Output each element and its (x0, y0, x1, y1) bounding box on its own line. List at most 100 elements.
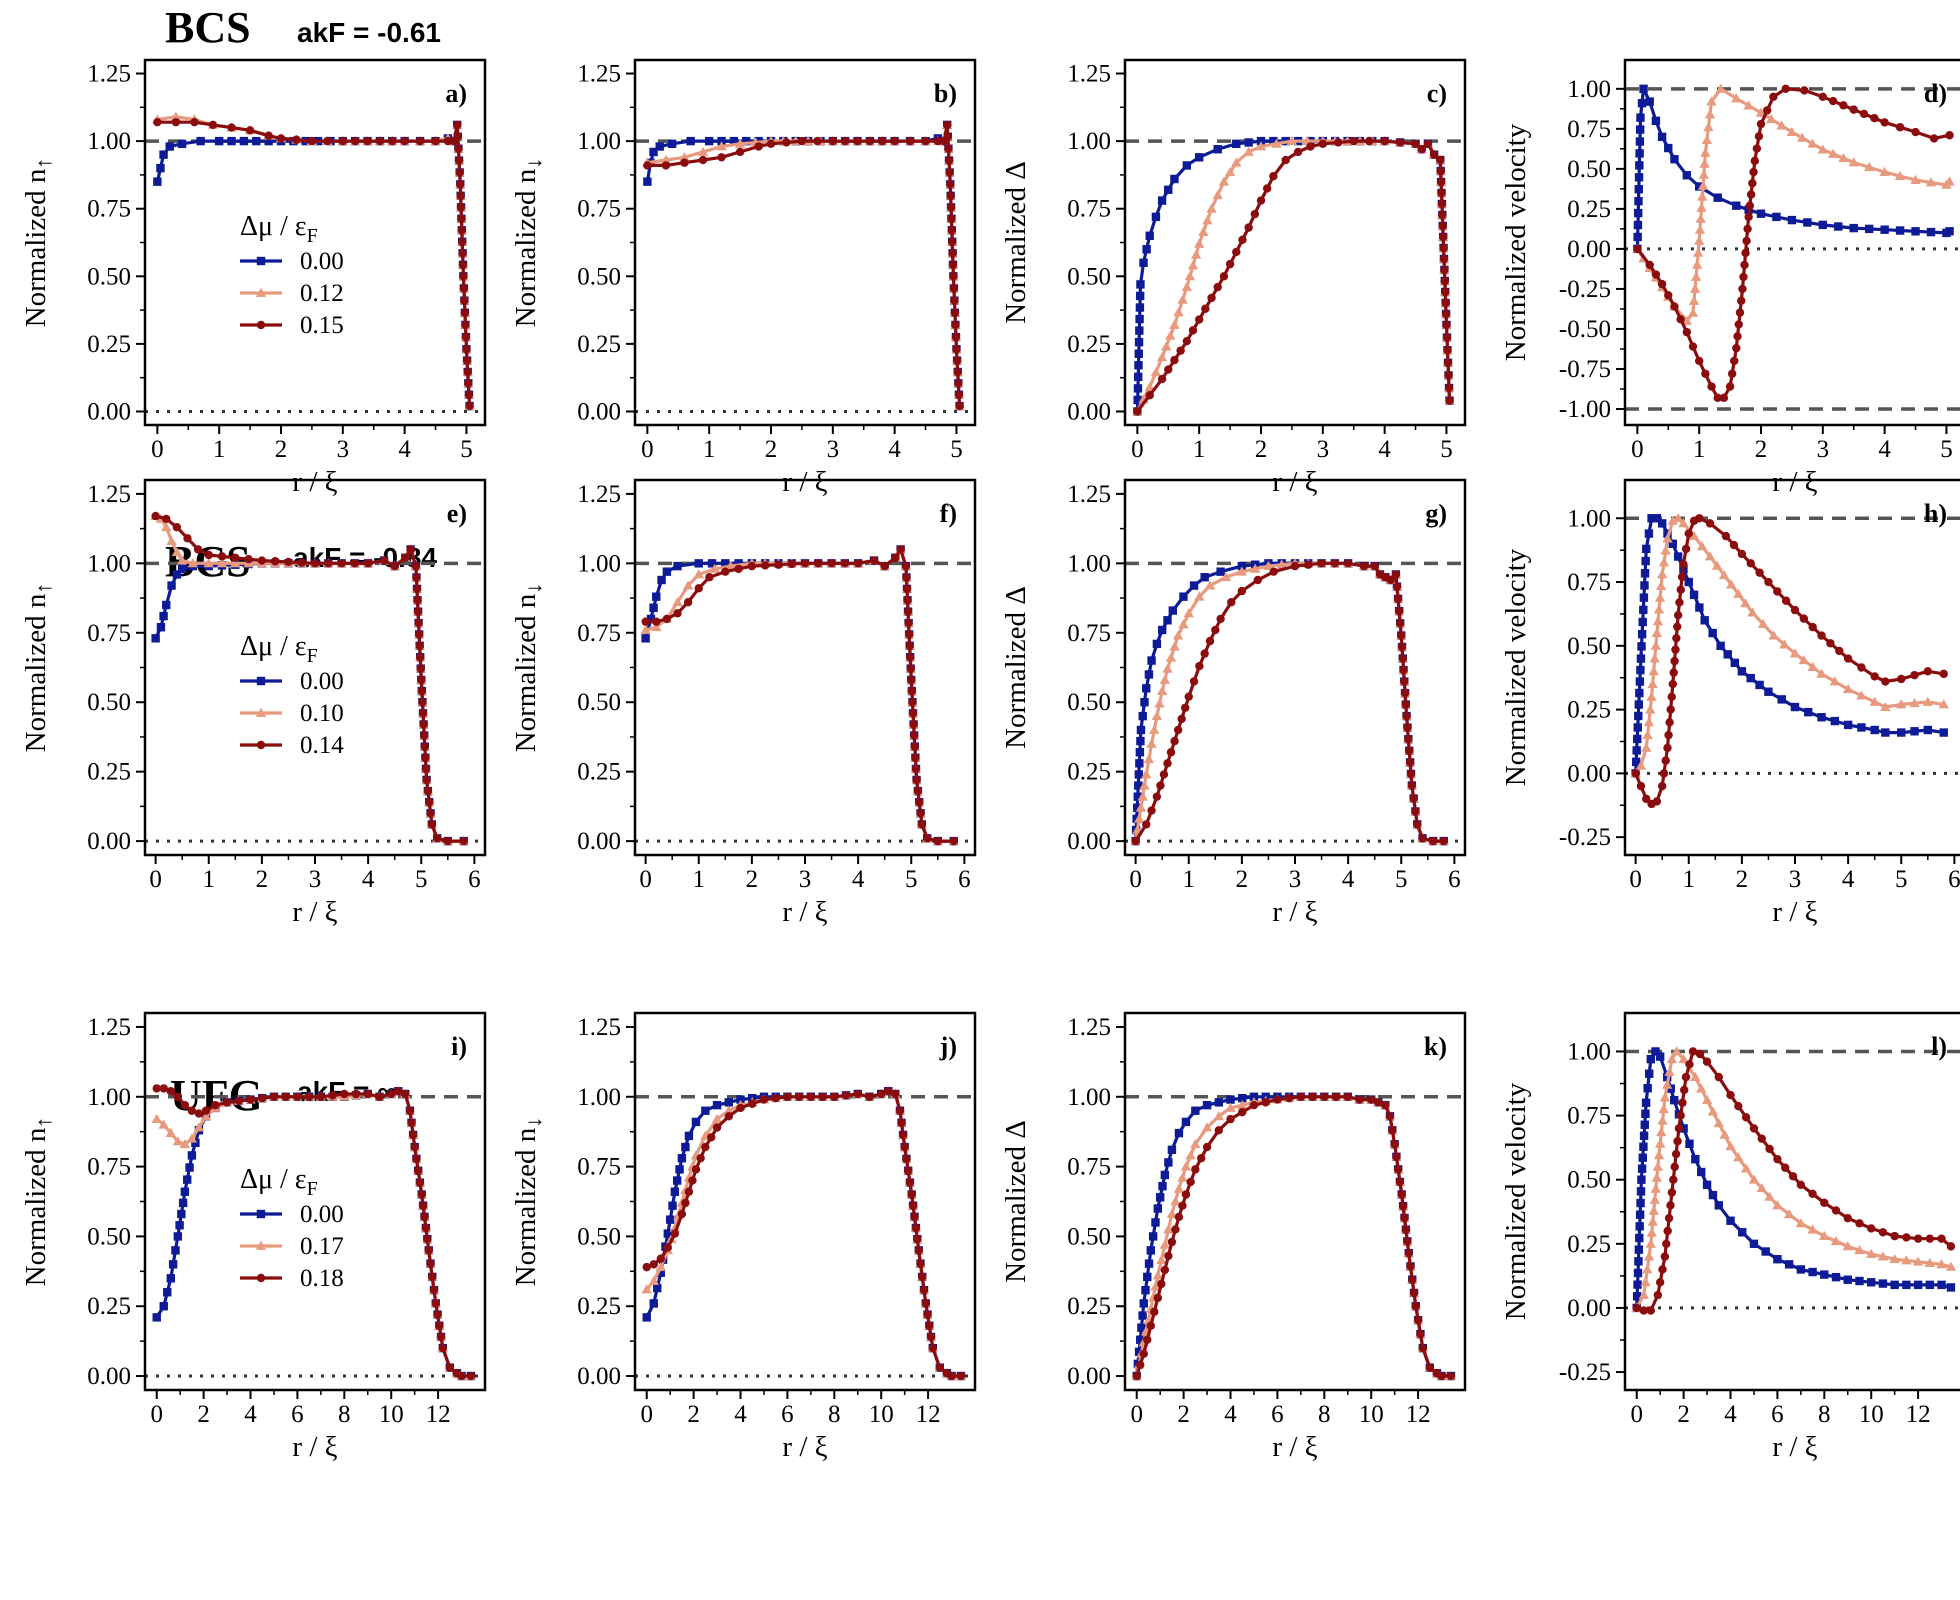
x-tick-label: 6 (291, 1401, 304, 1428)
data-point-interp (947, 214, 956, 224)
data-point (1214, 1126, 1223, 1135)
x-tick-label: 0 (1131, 436, 1144, 463)
data-point-interp (1788, 1172, 1798, 1181)
data-point (1732, 201, 1741, 210)
data-point-interp (1655, 1278, 1665, 1287)
panel-b: 0 1 2 3 4 5 0.00 0.25 0.50 0.75 1.00 1.25 r / ξ Norma… (510, 58, 977, 498)
data-point-interp (1807, 1224, 1818, 1234)
data-point (691, 1165, 701, 1174)
data-point (662, 614, 672, 624)
data-point (1694, 182, 1704, 191)
data-point (151, 511, 160, 521)
data-point-interp (1646, 1227, 1657, 1237)
data-point-interp (951, 320, 960, 330)
x-tick-label: 6 (1948, 866, 1960, 893)
data-point-interp (1439, 243, 1448, 253)
data-point-interp (771, 1093, 780, 1103)
data-point (1660, 1252, 1670, 1261)
panel-tag: e) (447, 499, 467, 528)
data-point (1231, 157, 1242, 167)
data-point (1146, 1246, 1155, 1255)
data-point (406, 545, 415, 554)
data-point-interp (1670, 656, 1679, 666)
data-point (410, 1142, 419, 1152)
data-point-interp (1142, 245, 1151, 254)
data-point-interp (1688, 342, 1698, 351)
data-point-interp (1640, 581, 1649, 590)
data-point-interp (1699, 158, 1710, 168)
data-point (1244, 223, 1253, 232)
x-tick-label: 3 (1289, 866, 1302, 893)
x-tick-label: 0 (639, 866, 652, 893)
data-point-interp (954, 379, 963, 388)
data-point-interp (436, 1332, 446, 1342)
data-point (1700, 147, 1711, 157)
data-point (194, 1109, 204, 1118)
data-point (877, 1089, 886, 1099)
panel-h: 0 1 2 3 4 5 6 -0.25 0.00 0.25 0.50 0.75 1.00 r / ξ Nor… (1500, 478, 1960, 928)
data-point (956, 1371, 966, 1381)
data-point (1726, 1090, 1735, 1100)
data-point (1818, 92, 1828, 102)
data-point-interp (1773, 587, 1782, 596)
data-point (783, 1092, 792, 1101)
y-tick-label: 0.25 (87, 331, 131, 358)
data-point (663, 1243, 673, 1252)
data-point-interp (721, 559, 730, 568)
data-point-interp (1635, 677, 1645, 686)
panel-tag: f) (940, 499, 957, 528)
data-point-interp (1164, 185, 1173, 194)
data-point-interp (1670, 1162, 1679, 1172)
x-tick-label: 4 (852, 866, 865, 893)
panel-k: 0 2 4 6 8 10 12 0.00 0.25 0.50 0.75 1.00 1.25 r / ξ No… (1000, 1011, 1467, 1463)
data-point-interp (1645, 704, 1656, 714)
y-tick-label: -0.75 (1559, 356, 1611, 383)
data-point (641, 617, 650, 626)
data-point (1139, 1349, 1148, 1358)
data-point-interp (1134, 372, 1143, 382)
data-point-interp (415, 1178, 425, 1187)
data-point-interp (1639, 593, 1649, 602)
data-point-interp (1734, 320, 1743, 329)
data-point (1146, 738, 1157, 748)
series-group (642, 119, 965, 411)
data-point (1141, 769, 1152, 779)
data-point (649, 1299, 658, 1308)
data-point (257, 556, 267, 565)
data-point-interp (304, 1092, 314, 1101)
data-point-interp (1154, 698, 1165, 708)
data-point (1181, 281, 1193, 292)
data-point-interp (1808, 1189, 1817, 1199)
data-point (1890, 1280, 1899, 1290)
data-point (655, 142, 664, 151)
data-point (655, 1261, 666, 1272)
data-point-interp (1803, 218, 1812, 227)
y-tick-label: 1.25 (1067, 61, 1111, 88)
data-point-interp (948, 260, 958, 270)
data-point-interp (420, 742, 429, 751)
data-point (661, 161, 671, 170)
y-axis-label: Normalized n↑ (20, 1117, 56, 1287)
data-point-interp (227, 136, 236, 146)
data-point-interp (464, 379, 473, 388)
data-point (1694, 356, 1704, 366)
panel-tag: d) (1924, 79, 1947, 108)
data-point (1867, 1224, 1876, 1233)
x-tick-label: 0 (150, 1401, 163, 1428)
data-point-interp (1409, 1288, 1419, 1298)
data-point-interp (421, 753, 430, 762)
data-point (736, 1095, 745, 1104)
data-point-interp (919, 1285, 929, 1295)
panels: 0 1 2 3 4 50.000.250.500.751.001.25r / ξNorma… (20, 58, 1960, 1463)
data-point (670, 1229, 680, 1238)
data-point (1380, 136, 1389, 146)
data-point-interp (1634, 196, 1643, 206)
data-point-interp (1640, 1277, 1651, 1287)
row-1-title: BCS (165, 3, 251, 52)
series-line-0.00 (645, 123, 962, 407)
data-point (1320, 1092, 1329, 1101)
series-line-0.00 (1635, 87, 1951, 249)
data-point-interp (1741, 1113, 1751, 1122)
data-point-interp (1441, 298, 1450, 308)
panel-tag: k) (1424, 1032, 1447, 1061)
